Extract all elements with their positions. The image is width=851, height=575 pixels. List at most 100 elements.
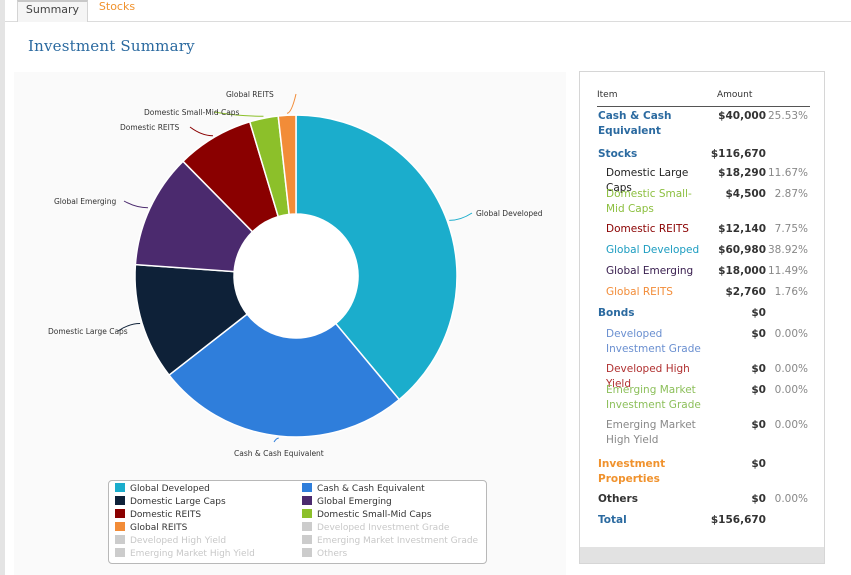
- callout-line-cash-and-cash-equivalent: [273, 437, 279, 443]
- legend-swatch: [115, 522, 125, 531]
- callout-label-domestic-reits: Domestic REITS: [120, 123, 179, 132]
- row-amount: $0: [751, 493, 766, 505]
- callout-label-global-reits: Global REITS: [226, 90, 274, 99]
- row-item-label: Total: [598, 514, 627, 526]
- row-item-label: Developed Investment Grade: [606, 328, 701, 355]
- row-amount: $0: [751, 419, 766, 431]
- legend-label: Global REITS: [130, 523, 188, 533]
- callout-line-global-emerging: [123, 200, 148, 209]
- row-percent: 25.53%: [768, 110, 809, 122]
- row-item-label: Domestic Large Caps: [606, 167, 689, 194]
- legend-label: Others: [317, 549, 348, 559]
- legend-label: Global Developed: [130, 484, 210, 494]
- row-percent: 0.00%: [774, 384, 808, 396]
- legend-label: Developed High Yield: [130, 536, 227, 546]
- row-item-label: Global Developed: [606, 244, 700, 256]
- donut-hole: [234, 214, 358, 338]
- legend-item-others[interactable]: Others: [302, 548, 347, 561]
- callout-label-domestic-large-caps: Domestic Large Caps: [48, 327, 128, 336]
- row-item-label: Global REITS: [606, 286, 673, 298]
- header-amount: Amount: [717, 90, 753, 100]
- callout-label-global-developed: Global Developed: [476, 209, 543, 218]
- row-item-label: Global Emerging: [606, 265, 694, 277]
- row-item-label: Developed High Yield: [606, 363, 690, 390]
- callout-line-global-reits: [286, 93, 297, 114]
- row-percent: 0.00%: [774, 419, 808, 431]
- row-amount: $0: [751, 384, 766, 396]
- row-amount: $0: [751, 458, 766, 470]
- legend-item-emerging-market-investment-grade[interactable]: Emerging Market Investment Grade: [302, 535, 478, 548]
- row-amount: $2,760: [725, 286, 766, 298]
- legend-label: Domestic Small-Mid Caps: [317, 510, 432, 520]
- chart-panel: Global Developed Cash & Cash Equivalent Do…: [14, 72, 566, 575]
- row-item-label: Emerging Market Investment Grade: [606, 384, 701, 411]
- row-amount: $12,140: [718, 223, 766, 235]
- row-amount: $40,000: [718, 110, 766, 122]
- row-percent: 0.00%: [774, 328, 808, 340]
- legend-swatch: [302, 496, 312, 505]
- legend-swatch: [302, 509, 312, 518]
- callout-line-domestic-reits: [189, 126, 213, 137]
- callout-line-global-developed: [449, 212, 473, 221]
- table-header: Item Amount: [597, 90, 810, 107]
- legend-item-cash-and-cash-equivalent[interactable]: Cash & Cash Equivalent: [302, 483, 425, 496]
- legend-label: Cash & Cash Equivalent: [317, 484, 425, 494]
- tab-summary[interactable]: Summary: [17, 0, 88, 22]
- legend-swatch: [302, 522, 312, 531]
- legend-item-developed-investment-grade[interactable]: Developed Investment Grade: [302, 522, 449, 535]
- legend-label: Domestic REITS: [130, 510, 202, 520]
- row-percent: 0.00%: [774, 363, 808, 375]
- legend-item-developed-high-yield[interactable]: Developed High Yield: [115, 535, 226, 548]
- legend-label: Domestic Large Caps: [130, 497, 226, 507]
- table-footer: [580, 547, 824, 563]
- legend-swatch: [302, 483, 312, 492]
- legend-item-global-reits[interactable]: Global REITS: [115, 522, 187, 535]
- legend-item-domestic-large-caps[interactable]: Domestic Large Caps: [115, 496, 226, 509]
- row-item-label: Emerging Market High Yield: [606, 419, 696, 446]
- row-percent: 2.87%: [774, 188, 808, 200]
- legend-item-domestic-small-mid-caps[interactable]: Domestic Small-Mid Caps: [302, 509, 432, 522]
- legend-swatch: [115, 496, 125, 505]
- row-percent: 1.76%: [774, 286, 808, 298]
- row-item-label: Domestic REITS: [606, 223, 689, 235]
- row-item-label: Stocks: [598, 148, 638, 160]
- row-item-label: Cash & Cash Equivalent: [598, 110, 672, 137]
- row-amount: $0: [751, 307, 766, 319]
- row-amount: $156,670: [710, 514, 766, 526]
- row-percent: 7.75%: [774, 223, 808, 235]
- legend-label: Developed Investment Grade: [317, 523, 450, 533]
- legend-swatch: [115, 483, 125, 492]
- legend-swatch: [302, 548, 312, 557]
- callout-label-cash-and-cash-equivalent: Cash & Cash Equivalent: [234, 449, 324, 458]
- left-rail: [0, 0, 5, 575]
- tab-bar: Summary Stocks: [5, 0, 851, 22]
- callout-label-global-emerging: Global Emerging: [54, 197, 117, 206]
- row-amount: $0: [751, 328, 766, 340]
- callout-label-domestic-small-mid-caps: Domestic Small-Mid Caps: [144, 108, 240, 117]
- row-item-label: Domestic Small-Mid Caps: [606, 188, 692, 215]
- summary-table: Item Amount Cash & Cash Equivalent $40,00…: [579, 71, 825, 564]
- row-amount: $116,670: [710, 148, 766, 160]
- row-amount: $18,000: [718, 265, 766, 277]
- legend-item-domestic-reits[interactable]: Domestic REITS: [115, 509, 201, 522]
- legend-swatch: [115, 509, 125, 518]
- page-title: Investment Summary: [28, 37, 195, 55]
- legend-label: Global Emerging: [317, 497, 392, 507]
- row-percent: 38.92%: [768, 244, 809, 256]
- chart-legend: Global Developed Cash & Cash Equivalent Do…: [108, 480, 487, 564]
- row-item-label: Bonds: [598, 307, 635, 319]
- row-amount: $60,980: [718, 244, 766, 256]
- legend-swatch: [115, 548, 125, 557]
- row-amount: $0: [751, 363, 766, 375]
- tab-stocks[interactable]: Stocks: [98, 0, 136, 13]
- callout-line-domestic-large-caps: [117, 323, 141, 332]
- row-percent: 0.00%: [774, 493, 808, 505]
- legend-item-emerging-market-high-yield[interactable]: Emerging Market High Yield: [115, 548, 255, 561]
- legend-label: Emerging Market Investment Grade: [317, 536, 479, 546]
- header-item: Item: [597, 90, 618, 100]
- legend-label: Emerging Market High Yield: [130, 549, 255, 559]
- legend-swatch: [302, 535, 312, 544]
- row-amount: $4,500: [725, 188, 766, 200]
- legend-item-global-developed[interactable]: Global Developed: [115, 483, 210, 496]
- legend-item-global-emerging[interactable]: Global Emerging: [302, 496, 392, 509]
